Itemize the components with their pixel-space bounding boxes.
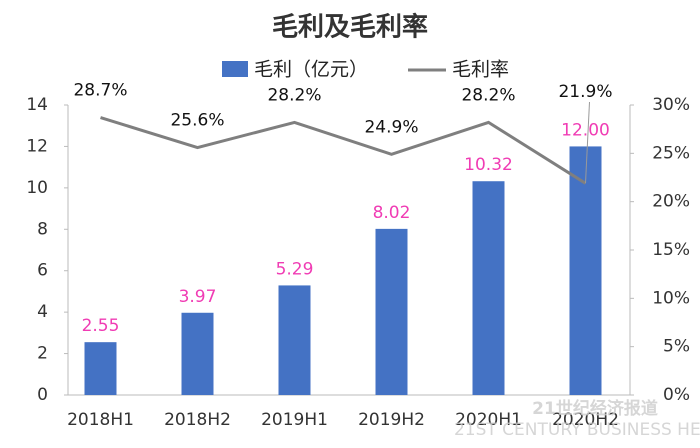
- legend-swatch: [222, 61, 248, 77]
- x-tick-label: 2018H2: [164, 410, 231, 430]
- y-tick-label: 2: [37, 344, 48, 364]
- bar-value-label: 2.55: [82, 316, 120, 336]
- line: [100, 116, 587, 185]
- line-value-label: 25.6%: [170, 111, 224, 131]
- y-tick-label: 12: [26, 136, 48, 156]
- bar-value-label: 3.97: [179, 287, 217, 307]
- line-value-label: 28.2%: [267, 85, 321, 105]
- x-tick-label: 2019H1: [261, 410, 328, 430]
- y2-tick-label: 0%: [663, 385, 690, 405]
- line-value-label: 21.9%: [558, 82, 612, 102]
- bar: [278, 285, 311, 395]
- x-tick-label: 2018H1: [67, 410, 134, 430]
- bar: [569, 146, 602, 395]
- bar-value-label: 12.00: [561, 120, 610, 140]
- bar-value-label: 8.02: [373, 203, 411, 223]
- y-tick-label: 8: [37, 219, 48, 239]
- bar: [375, 228, 408, 395]
- bar: [472, 181, 505, 395]
- x-tick-label: 2020H1: [455, 410, 522, 430]
- y-tick-label: 10: [26, 178, 48, 198]
- x-tick-label: 2019H2: [358, 410, 425, 430]
- line-value-label: 28.2%: [461, 85, 515, 105]
- y-tick-label: 6: [37, 261, 48, 281]
- legend-label: 毛利（亿元）: [254, 59, 368, 81]
- legend-label: 毛利率: [452, 59, 509, 81]
- bar-value-label: 10.32: [464, 155, 513, 175]
- y2-tick-label: 10%: [652, 288, 690, 308]
- x-tick-label: 2020H2: [552, 410, 619, 430]
- y-tick-label: 0: [37, 385, 48, 405]
- y2-tick-label: 30%: [652, 95, 690, 115]
- y2-tick-label: 15%: [652, 240, 690, 260]
- y-tick-label: 4: [37, 302, 48, 322]
- bar: [181, 312, 214, 395]
- watermark: 21世纪经济报道: [532, 398, 658, 419]
- leader-line: [585, 101, 590, 184]
- y-tick-label: 14: [26, 95, 48, 115]
- y2-tick-label: 5%: [663, 337, 690, 357]
- y2-tick-label: 25%: [652, 143, 690, 163]
- bar: [84, 342, 117, 395]
- line-value-label: 24.9%: [364, 117, 418, 137]
- y2-tick-label: 20%: [652, 192, 690, 212]
- bar-value-label: 5.29: [276, 259, 314, 279]
- chart-title: 毛利及毛利率: [272, 12, 428, 43]
- watermark: 21ST CENTURY BUSINESS HERALD: [454, 420, 700, 440]
- line-value-label: 28.7%: [73, 81, 127, 101]
